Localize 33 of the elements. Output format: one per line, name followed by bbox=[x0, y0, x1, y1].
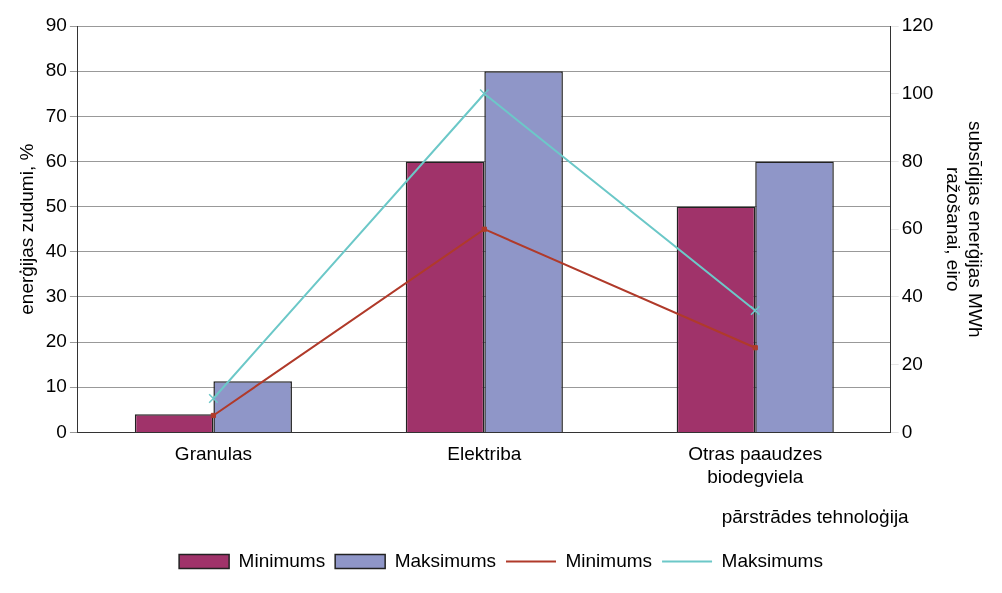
legend-label: Minimums bbox=[238, 549, 326, 571]
y2-tick-label: 40 bbox=[901, 285, 923, 307]
y2-tick-label: 80 bbox=[901, 149, 923, 171]
y-tick-label: 60 bbox=[45, 149, 67, 171]
y-tick-label: 70 bbox=[45, 104, 67, 126]
point bbox=[479, 88, 490, 99]
legend-label: Maksimums bbox=[394, 549, 497, 571]
y2-tick-label: 20 bbox=[901, 352, 923, 374]
y2-axis-title: subsīdijas enerģijas MWh ražošanai, eiro bbox=[942, 120, 987, 338]
y2-tick-label: 100 bbox=[901, 81, 934, 103]
y-tick-label: 50 bbox=[45, 194, 67, 216]
legend-label: Minimums bbox=[565, 549, 653, 571]
point bbox=[208, 393, 219, 404]
y-tick-label: 0 bbox=[56, 420, 67, 442]
y-tick-label: 90 bbox=[45, 14, 67, 36]
y-tick-label: 80 bbox=[45, 59, 67, 81]
legend-label: Maksimums bbox=[721, 549, 823, 571]
y-tick-label: 20 bbox=[45, 330, 67, 352]
x-tick-label: Granulas bbox=[174, 443, 252, 465]
y2-tick-label: 0 bbox=[901, 420, 913, 442]
y-tick-label: 30 bbox=[45, 285, 67, 307]
x-tick-label: Otras paaudzes biodegviela bbox=[688, 443, 823, 487]
point bbox=[210, 412, 217, 419]
point bbox=[752, 345, 758, 351]
x-axis-title: pārstrādes tehnoloģija bbox=[721, 505, 910, 527]
y-axis-title: enerģijas zudumi, % bbox=[15, 143, 37, 315]
y-tick-label: 40 bbox=[45, 240, 67, 262]
y2-tick-label: 120 bbox=[901, 14, 934, 36]
point bbox=[750, 305, 761, 316]
point bbox=[481, 226, 487, 232]
y-tick-label: 10 bbox=[45, 375, 67, 397]
y2-tick-label: 60 bbox=[901, 217, 923, 239]
x-tick-label: Elektriba bbox=[447, 443, 522, 465]
